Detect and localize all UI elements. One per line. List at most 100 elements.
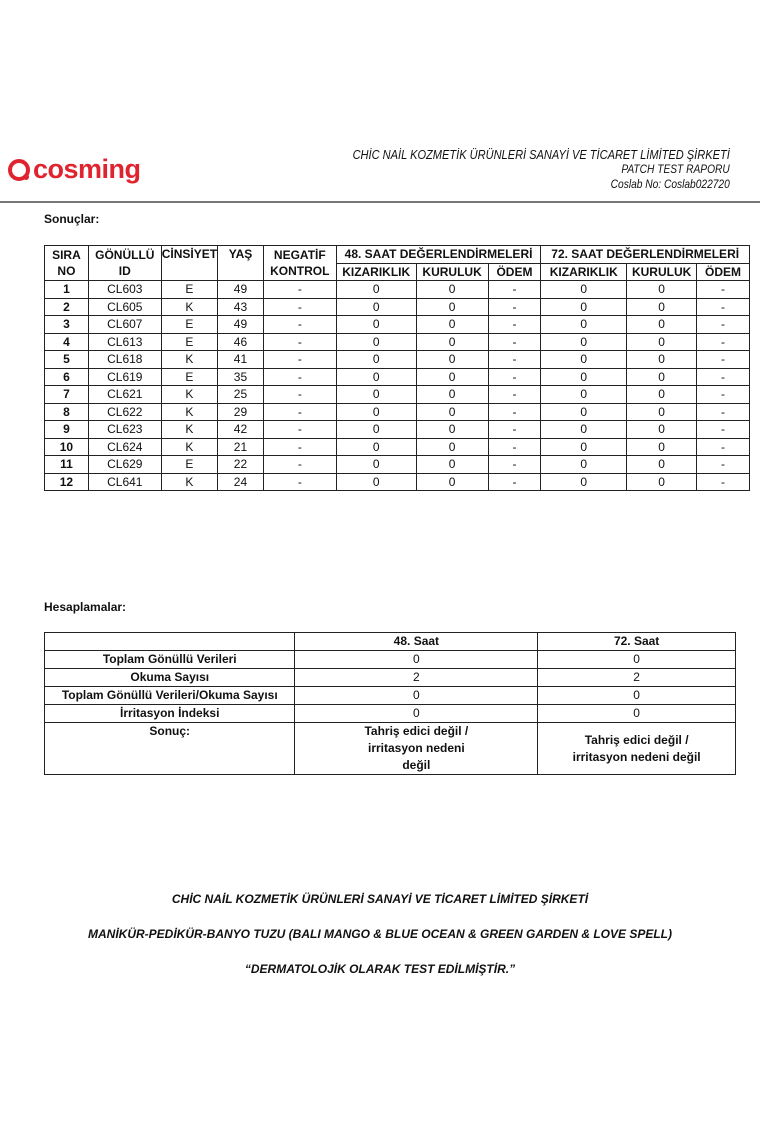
calc-cell-v48: 2: [294, 668, 539, 687]
results-cell: 49: [217, 280, 264, 299]
logo-text: cosming: [33, 154, 141, 184]
calc-cell-v72: 0: [537, 650, 736, 669]
results-cell: E: [160, 332, 219, 351]
results-cell: -: [262, 350, 337, 369]
results-row: 3 CL607 E 49-0 0-0 0-: [44, 315, 750, 334]
results-cell: 0: [415, 315, 489, 334]
results-cell: 21: [217, 437, 264, 456]
results-cell: -: [696, 402, 750, 421]
results-cell: -: [262, 385, 337, 404]
results-cell: 0: [335, 385, 417, 404]
results-cell: 0: [626, 280, 698, 299]
results-cell: -: [487, 367, 542, 386]
results-cell: 0: [540, 420, 628, 439]
results-cell: 0: [415, 455, 489, 474]
results-row: 6 CL619 E 35-0 0-0 0-: [44, 367, 750, 386]
results-row: 4 CL613 E 46-0 0-0 0-: [44, 332, 750, 351]
results-cell: 0: [626, 437, 698, 456]
col-48-saat: 48. SAAT DEĞERLENDİRMELERİ: [335, 245, 542, 264]
results-cell: 22: [217, 455, 264, 474]
results-cell: -: [487, 402, 542, 421]
calc-cell-v48: 0: [294, 686, 539, 705]
results-cell: 0: [335, 367, 417, 386]
calc-corner: [43, 632, 296, 651]
results-cell: 0: [540, 332, 628, 351]
results-cell: 4: [44, 332, 89, 351]
results-label: Sonuçlar:: [44, 212, 100, 226]
results-cell: 0: [415, 367, 489, 386]
report-header: CHİC NAİL KOZMETİK ÜRÜNLERİ SANAYİ VE Tİ…: [353, 147, 730, 192]
calc-cell-name: Toplam Gönüllü Verileri/Okuma Sayısı: [43, 686, 296, 705]
calc-cell-name: İrritasyon İndeksi: [43, 704, 296, 723]
results-cell: 0: [626, 350, 698, 369]
results-cell: -: [487, 437, 542, 456]
results-cell: -: [262, 297, 337, 316]
results-cell: 6: [44, 367, 89, 386]
results-cell: 46: [217, 332, 264, 351]
footer-claim: “DERMATOLOJİK OLARAK TEST EDİLMİŞTİR.”: [244, 962, 516, 976]
results-cell: 35: [217, 367, 264, 386]
results-cell: 12: [44, 472, 89, 491]
results-cell: 0: [540, 472, 628, 491]
calc-cell-v48: 0: [294, 650, 539, 669]
results-cell: -: [262, 315, 337, 334]
results-cell: 0: [540, 437, 628, 456]
results-cell: 3: [44, 315, 89, 334]
calc-row: Toplam Gönüllü Verileri/Okuma Sayısı 0 0: [43, 686, 736, 705]
results-cell: 9: [44, 420, 89, 439]
results-cell: -: [262, 455, 337, 474]
col-gonullu: GÖNÜLLÜ ID: [87, 245, 162, 281]
results-cell: 8: [44, 402, 89, 421]
col-cinsiyet: CİNSİYET: [160, 245, 219, 281]
results-cell: 0: [626, 472, 698, 491]
results-cell: E: [160, 315, 219, 334]
results-cell: -: [696, 437, 750, 456]
header-divider: [0, 201, 760, 203]
results-cell: 41: [217, 350, 264, 369]
results-cell: -: [696, 297, 750, 316]
results-cell: -: [487, 280, 542, 299]
results-cell: 0: [626, 315, 698, 334]
results-cell: 1: [44, 280, 89, 299]
results-cell: 49: [217, 315, 264, 334]
results-cell: 43: [217, 297, 264, 316]
results-cell: CL603: [87, 280, 162, 299]
results-row: 10 CL624 K 21-0 0-0 0-: [44, 437, 750, 456]
results-cell: 0: [335, 315, 417, 334]
calc-result-72: Tahriş edici değil / irritasyon nedeni d…: [537, 722, 736, 775]
results-cell: -: [262, 437, 337, 456]
results-cell: K: [160, 385, 219, 404]
col-72-kizariklik: KIZARIKLIK: [540, 262, 628, 281]
col-48-kizariklik: KIZARIKLIK: [335, 262, 417, 281]
results-cell: 24: [217, 472, 264, 491]
results-cell: K: [160, 402, 219, 421]
results-cell: 0: [335, 420, 417, 439]
footer-product: MANİKÜR-PEDİKÜR-BANYO TUZU (BALI MANGO &…: [88, 927, 672, 941]
results-cell: -: [487, 385, 542, 404]
results-cell: -: [262, 280, 337, 299]
results-cell: -: [262, 332, 337, 351]
results-cell: 0: [540, 297, 628, 316]
col-sira: SIRA NO: [44, 245, 89, 281]
results-cell: 0: [540, 315, 628, 334]
results-cell: 0: [335, 350, 417, 369]
results-cell: -: [487, 455, 542, 474]
calc-cell-name: Toplam Gönüllü Verileri: [43, 650, 296, 669]
col-72-odem: ÖDEM: [696, 262, 750, 281]
calc-table: 48. Saat 72. Saat Toplam Gönüllü Veriler…: [43, 632, 736, 775]
col-yas: YAŞ: [217, 245, 264, 281]
results-cell: 5: [44, 350, 89, 369]
results-cell: 0: [626, 455, 698, 474]
results-cell: 2: [44, 297, 89, 316]
results-cell: -: [262, 367, 337, 386]
results-cell: -: [696, 472, 750, 491]
results-row: 2 CL605 K 43-0 0-0 0-: [44, 297, 750, 316]
results-row: 12 CL641 K 24-0 0-0 0-: [44, 472, 750, 491]
results-cell: 0: [335, 437, 417, 456]
results-cell: 0: [415, 437, 489, 456]
results-cell: E: [160, 455, 219, 474]
results-table: SIRA NO GÖNÜLLÜ ID CİNSİYET YAŞ NEGATİF …: [44, 245, 750, 491]
results-cell: 0: [335, 280, 417, 299]
results-cell: -: [696, 280, 750, 299]
results-cell: 0: [626, 297, 698, 316]
